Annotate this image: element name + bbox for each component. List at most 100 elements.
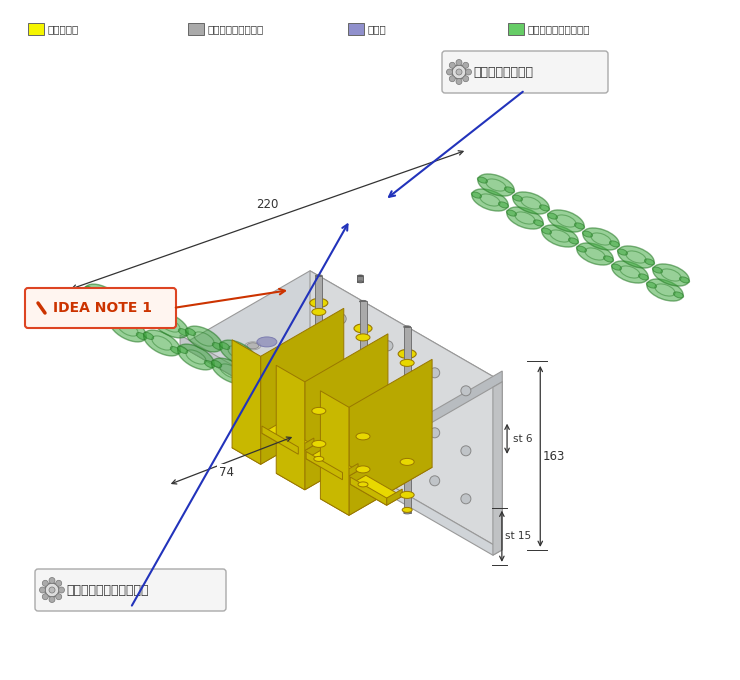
Bar <box>508 23 524 35</box>
Ellipse shape <box>315 275 323 277</box>
Circle shape <box>45 583 59 597</box>
Ellipse shape <box>312 309 326 316</box>
Polygon shape <box>180 271 502 457</box>
Ellipse shape <box>178 344 215 370</box>
Circle shape <box>49 596 55 602</box>
Ellipse shape <box>542 228 551 234</box>
Ellipse shape <box>307 378 323 386</box>
Ellipse shape <box>679 277 690 283</box>
Ellipse shape <box>238 375 249 381</box>
Ellipse shape <box>548 213 557 219</box>
Polygon shape <box>306 452 343 480</box>
Ellipse shape <box>646 282 656 288</box>
Ellipse shape <box>639 274 649 280</box>
Ellipse shape <box>360 486 366 488</box>
Ellipse shape <box>212 343 223 350</box>
Circle shape <box>430 368 440 378</box>
Circle shape <box>462 63 468 68</box>
Ellipse shape <box>583 228 619 250</box>
Polygon shape <box>262 424 314 454</box>
Text: 163: 163 <box>543 450 565 463</box>
Ellipse shape <box>118 301 128 307</box>
Ellipse shape <box>136 333 147 340</box>
Ellipse shape <box>576 246 587 252</box>
Ellipse shape <box>356 334 370 341</box>
Ellipse shape <box>312 407 326 414</box>
Circle shape <box>56 594 61 600</box>
Ellipse shape <box>170 347 181 354</box>
Circle shape <box>446 69 452 75</box>
Ellipse shape <box>506 210 517 216</box>
Ellipse shape <box>312 441 326 447</box>
Ellipse shape <box>400 360 414 367</box>
Text: st 15: st 15 <box>505 531 531 541</box>
Circle shape <box>56 580 61 586</box>
Ellipse shape <box>534 220 544 226</box>
Polygon shape <box>493 381 502 555</box>
Polygon shape <box>320 391 349 515</box>
Circle shape <box>336 422 346 432</box>
Ellipse shape <box>110 316 147 342</box>
Ellipse shape <box>360 301 366 303</box>
Ellipse shape <box>574 223 585 229</box>
Polygon shape <box>300 439 502 555</box>
Polygon shape <box>232 400 344 464</box>
Ellipse shape <box>204 360 215 368</box>
Polygon shape <box>232 340 260 464</box>
Ellipse shape <box>178 346 188 354</box>
Text: st 6: st 6 <box>514 434 533 444</box>
Ellipse shape <box>345 388 366 398</box>
Circle shape <box>383 401 393 411</box>
Ellipse shape <box>512 195 522 201</box>
Ellipse shape <box>612 261 648 283</box>
Ellipse shape <box>477 177 488 183</box>
Ellipse shape <box>403 512 411 514</box>
Circle shape <box>461 446 471 456</box>
Ellipse shape <box>610 241 619 247</box>
Ellipse shape <box>400 492 414 498</box>
Text: 他社購入品・製作品: 他社購入品・製作品 <box>208 24 264 34</box>
Text: ミスミ部品: ミスミ部品 <box>48 24 79 34</box>
Circle shape <box>449 63 455 68</box>
Text: IDEA NOTE 1: IDEA NOTE 1 <box>53 301 152 315</box>
Text: 小型平行チャック: 小型平行チャック <box>473 65 533 78</box>
Polygon shape <box>386 489 403 505</box>
Ellipse shape <box>505 187 514 193</box>
Polygon shape <box>310 271 502 550</box>
Polygon shape <box>343 464 358 480</box>
Ellipse shape <box>340 397 352 403</box>
Ellipse shape <box>507 207 543 229</box>
Ellipse shape <box>84 286 95 294</box>
Circle shape <box>462 75 468 82</box>
Ellipse shape <box>513 192 549 214</box>
Ellipse shape <box>653 267 662 273</box>
Ellipse shape <box>582 231 593 237</box>
Polygon shape <box>180 335 372 457</box>
Bar <box>188 23 204 35</box>
Text: 他想設備・干渉物など: 他想設備・干渉物など <box>528 24 591 34</box>
Circle shape <box>49 587 55 593</box>
Circle shape <box>430 428 440 438</box>
Circle shape <box>465 69 471 75</box>
Ellipse shape <box>310 299 328 307</box>
Ellipse shape <box>220 342 229 350</box>
Bar <box>315 276 323 462</box>
Polygon shape <box>349 359 432 515</box>
Ellipse shape <box>617 249 628 255</box>
Circle shape <box>39 587 45 593</box>
Ellipse shape <box>645 259 655 265</box>
Ellipse shape <box>354 324 372 333</box>
Ellipse shape <box>357 281 363 283</box>
Ellipse shape <box>400 458 414 465</box>
Circle shape <box>336 313 346 324</box>
Polygon shape <box>320 451 432 515</box>
Ellipse shape <box>499 202 508 208</box>
Ellipse shape <box>118 298 154 324</box>
Ellipse shape <box>402 507 412 513</box>
FancyBboxPatch shape <box>25 288 176 328</box>
Circle shape <box>336 374 346 384</box>
Circle shape <box>383 341 393 351</box>
Text: 位置決めピン用ブッシュ: 位置決めピン用ブッシュ <box>66 583 149 596</box>
Polygon shape <box>260 308 344 464</box>
Ellipse shape <box>144 330 181 356</box>
